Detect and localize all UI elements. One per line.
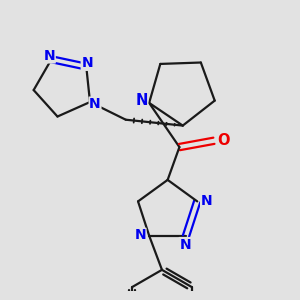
Text: N: N <box>179 238 191 252</box>
Text: N: N <box>44 49 55 63</box>
Text: N: N <box>81 56 93 70</box>
Text: N: N <box>89 97 101 111</box>
Text: O: O <box>217 133 230 148</box>
Text: N: N <box>201 194 212 208</box>
Text: N: N <box>135 93 148 108</box>
Text: N: N <box>134 228 146 242</box>
